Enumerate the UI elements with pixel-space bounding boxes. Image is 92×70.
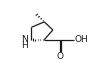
Text: O: O [56,52,63,61]
Text: OH: OH [75,35,89,44]
Text: H: H [21,41,28,50]
Text: N: N [21,35,28,44]
